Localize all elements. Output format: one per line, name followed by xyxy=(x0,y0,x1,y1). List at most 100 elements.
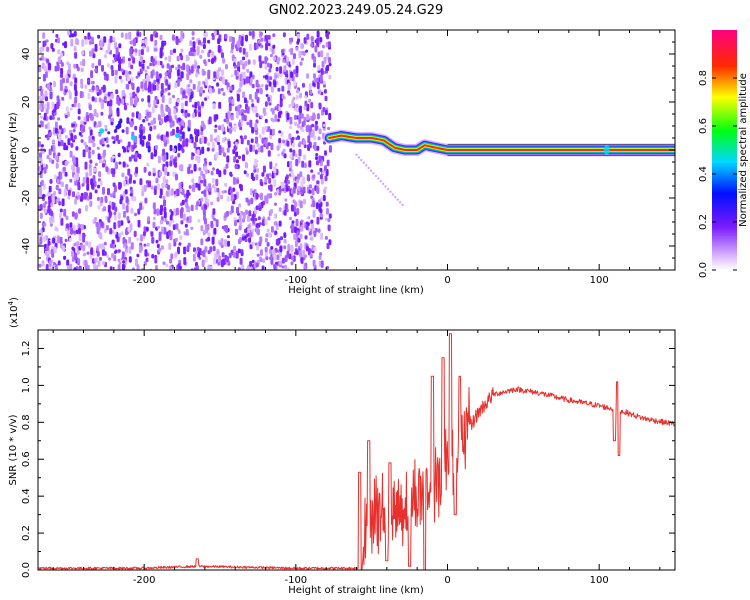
heatmap-noise-cell xyxy=(177,64,181,69)
heatmap-noise-cell xyxy=(276,56,280,64)
heatmap-noise-cell xyxy=(226,195,230,202)
heatmap-noise-cell xyxy=(62,77,65,84)
heatmap-noise-cell xyxy=(120,32,124,38)
heatmap-noise-cell xyxy=(238,121,242,128)
heatmap-noise-cell xyxy=(167,184,170,190)
heatmap-noise-cell xyxy=(175,38,179,45)
heatmap-noise-cell xyxy=(61,181,64,188)
heatmap-noise-cell xyxy=(60,139,64,147)
heatmap-noise-cell xyxy=(109,35,113,43)
heatmap-noise-cell xyxy=(114,41,117,49)
heatmap-noise-cell xyxy=(108,106,112,115)
heatmap-noise-cell xyxy=(130,242,134,250)
heatmap-noise-cell xyxy=(229,210,233,215)
heatmap-noise-cell xyxy=(39,158,43,166)
heatmap-noise-cell xyxy=(147,216,151,221)
heatmap-noise-cell xyxy=(180,119,184,127)
heatmap-noise-cell xyxy=(88,35,92,40)
heatmap-noise-cell xyxy=(291,220,295,224)
heatmap-noise-cell xyxy=(211,177,215,184)
heatmap-noise-cell xyxy=(205,31,208,38)
heatmap-noise-cell xyxy=(269,193,273,199)
heatmap-noise-cell xyxy=(163,154,167,161)
heatmap-noise-cell xyxy=(167,107,171,112)
heatmap-noise-cell xyxy=(98,171,102,178)
heatmap-noise-cell xyxy=(172,94,175,99)
heatmap-noise-cell xyxy=(268,177,272,184)
heatmap-noise-cell xyxy=(120,58,124,63)
heatmap-noise-cell xyxy=(227,240,230,247)
heatmap-noise-cell xyxy=(99,256,102,261)
heatmap-noise-cell xyxy=(128,156,132,162)
heatmap-noise-cell xyxy=(299,200,303,209)
heatmap-noise-cell xyxy=(56,178,60,185)
heatmap-noise-cell xyxy=(325,41,329,48)
heatmap-noise-cell xyxy=(272,33,276,38)
heatmap-noise-cell xyxy=(95,124,99,128)
heatmap-noise-cell xyxy=(66,259,70,266)
heatmap-noise-cell xyxy=(39,115,43,119)
heatmap-noise-cell xyxy=(257,147,261,153)
heatmap-noise-cell xyxy=(128,236,132,244)
heatmap-noise-cell xyxy=(279,245,283,253)
heatmap-noise-cell xyxy=(191,153,195,157)
heatmap-noise-cell xyxy=(88,126,92,130)
heatmap-noise-cell xyxy=(138,49,142,57)
heatmap-noise-cell xyxy=(167,92,171,96)
heatmap-noise-cell xyxy=(210,171,214,176)
heatmap-noise-cell xyxy=(269,54,273,58)
heatmap-noise-cell xyxy=(187,242,191,248)
heatmap-noise-cell xyxy=(255,262,259,268)
heatmap-noise-cell xyxy=(190,204,194,212)
heatmap-noise-cell xyxy=(177,228,181,233)
heatmap-noise-cell xyxy=(299,61,303,66)
heatmap-noise-cell xyxy=(326,208,329,215)
heatmap-noise-cell xyxy=(78,224,82,228)
heatmap-noise-cell xyxy=(196,201,200,207)
heatmap-noise-cell xyxy=(179,235,183,240)
heatmap-noise-cell xyxy=(159,60,163,66)
heatmap-noise-cell xyxy=(313,141,317,150)
heatmap-noise-cell xyxy=(63,255,67,260)
heatmap-noise-cell xyxy=(126,117,130,124)
heatmap-noise-cell xyxy=(217,141,221,146)
heatmap-noise-cell xyxy=(270,86,274,93)
heatmap-noise-cell xyxy=(322,106,326,113)
heatmap-noise-cell xyxy=(108,257,111,261)
heatmap-noise-cell xyxy=(254,105,258,114)
heatmap-noise-cell xyxy=(79,61,83,66)
heatmap-noise-cell xyxy=(79,90,83,99)
heatmap-noise-cell xyxy=(283,210,287,216)
heatmap-noise-cell xyxy=(320,213,323,218)
heatmap-noise-cell xyxy=(201,146,205,154)
heatmap-noise-cell xyxy=(83,252,86,257)
heatmap-noise-cell xyxy=(52,108,56,113)
heatmap-noise-cell xyxy=(200,197,204,202)
heatmap-noise-cell xyxy=(57,133,61,142)
heatmap-noise-cell xyxy=(130,55,134,59)
heatmap-noise-cell xyxy=(155,265,158,270)
heatmap-noise-cell xyxy=(154,256,158,264)
x-tick-label: -100 xyxy=(284,275,307,286)
heatmap-noise-cell xyxy=(164,71,168,77)
heatmap-noise-cell xyxy=(105,137,109,144)
heatmap-noise-cell xyxy=(107,216,111,223)
heatmap-noise-cell xyxy=(267,34,271,40)
heatmap-noise-cell xyxy=(277,87,281,92)
heatmap-noise-cell xyxy=(64,85,68,90)
heatmap-noise-cell xyxy=(144,38,148,45)
heatmap-noise-cell xyxy=(181,148,185,153)
heatmap-noise-cell xyxy=(224,190,227,194)
heatmap-noise-cell xyxy=(268,81,272,87)
y-tick-label: 0.0 xyxy=(21,562,32,578)
heatmap-noise-cell xyxy=(57,49,61,55)
spectrogram-ylabel: Frequency (Hz) xyxy=(8,112,19,188)
heatmap-noise-cell xyxy=(291,222,295,230)
heatmap-noise-cell xyxy=(255,136,258,144)
heatmap-noise-cell xyxy=(67,63,71,70)
heatmap-noise-cell xyxy=(273,179,277,187)
heatmap-noise-cell xyxy=(152,216,156,220)
heatmap-noise-cell xyxy=(251,214,255,222)
heatmap-noise-cell xyxy=(287,244,291,252)
heatmap-noise-cell xyxy=(313,135,317,141)
